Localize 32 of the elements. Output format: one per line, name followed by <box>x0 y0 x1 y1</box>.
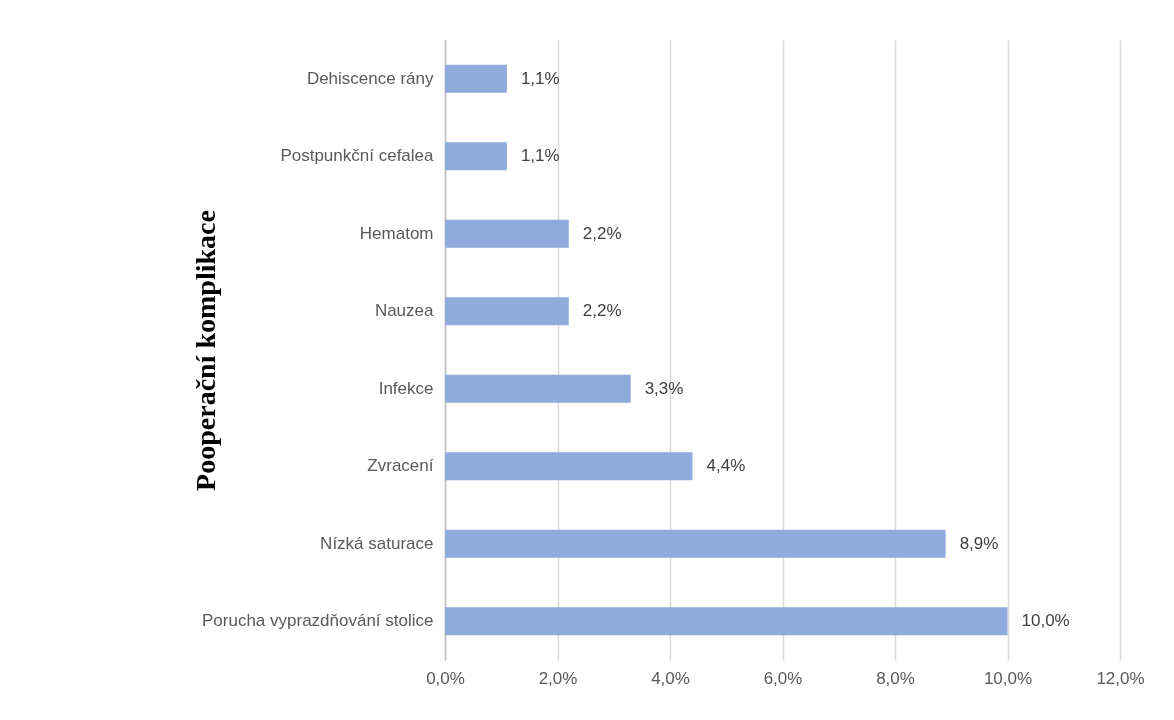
data-label: 2,2% <box>582 223 622 243</box>
bar <box>445 374 631 403</box>
bar <box>445 452 693 481</box>
x-tick-label: 4,0% <box>651 668 690 688</box>
bar <box>445 297 569 326</box>
x-tick-label: 12,0% <box>1096 668 1145 688</box>
y-tick-label: Nauzea <box>374 301 435 321</box>
data-label: 3,3% <box>644 378 684 398</box>
x-tick-label: 8,0% <box>876 668 915 688</box>
y-tick-label: Zvracení <box>367 456 434 476</box>
y-tick-label: Dehiscence rány <box>306 68 434 88</box>
bar <box>445 64 507 93</box>
bar <box>445 529 946 558</box>
y-tick-label: Postpunkční cefalea <box>280 146 435 166</box>
bar <box>445 219 569 248</box>
data-label: 1,1% <box>520 146 560 166</box>
bar <box>445 607 1008 636</box>
data-label: 10,0% <box>1021 611 1070 631</box>
y-tick-label: Hematom <box>359 223 434 243</box>
data-label: 8,9% <box>959 533 999 553</box>
x-tick-label: 2,0% <box>538 668 578 688</box>
data-label: 1,1% <box>520 68 560 88</box>
y-tick-label: Nízká saturace <box>320 533 434 553</box>
data-label: 4,4% <box>706 456 746 476</box>
y-tick-label: Infekce <box>378 378 434 398</box>
data-label: 2,2% <box>582 301 622 321</box>
x-tick-label: 10,0% <box>983 668 1033 688</box>
x-tick-label: 6,0% <box>763 668 803 688</box>
y-axis-title: Pooperační komplikace <box>189 210 221 491</box>
y-tick-label: Porucha vyprazdňování stolice <box>201 611 434 631</box>
x-tick-label: 0,0% <box>426 668 465 688</box>
bar <box>445 142 507 171</box>
